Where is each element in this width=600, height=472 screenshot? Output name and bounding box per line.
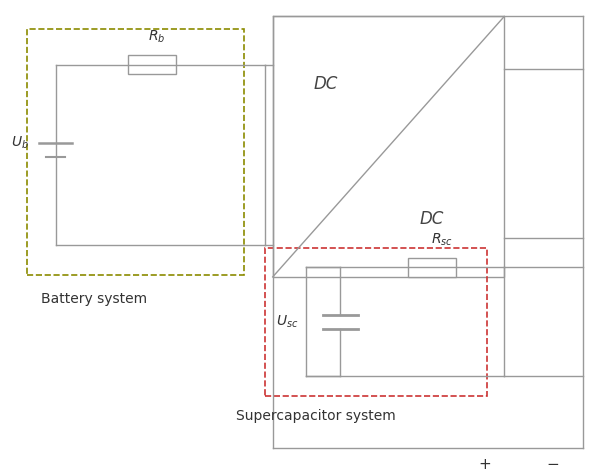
- Bar: [265, 248, 487, 396]
- Bar: [272, 17, 504, 277]
- Text: $R_b$: $R_b$: [148, 29, 166, 45]
- Text: $R_{sc}$: $R_{sc}$: [431, 232, 452, 248]
- Text: $U_{sc}$: $U_{sc}$: [276, 313, 299, 330]
- Text: Battery system: Battery system: [41, 292, 147, 306]
- Bar: [26, 29, 244, 275]
- Text: −: −: [546, 457, 559, 472]
- Text: DC: DC: [420, 210, 444, 228]
- Text: +: +: [479, 457, 491, 472]
- Bar: [408, 258, 456, 277]
- Bar: [128, 55, 176, 74]
- Text: Supercapacitor system: Supercapacitor system: [236, 409, 396, 423]
- Text: $U_b$: $U_b$: [11, 135, 29, 152]
- Text: DC: DC: [314, 75, 338, 93]
